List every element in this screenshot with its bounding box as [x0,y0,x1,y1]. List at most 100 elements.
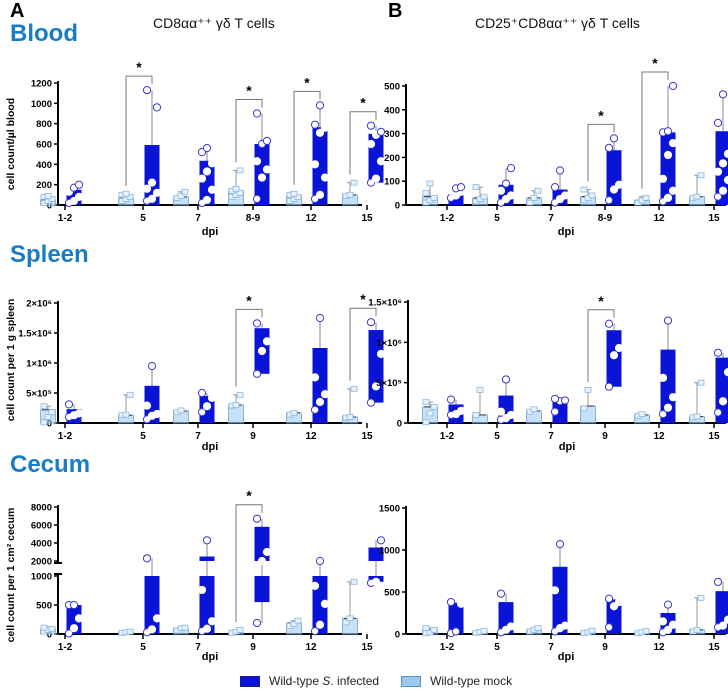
mock-data-point [236,627,244,633]
infected-data-point [668,393,678,402]
infected-data-point [310,627,320,636]
infected-data-point [69,624,79,633]
infected-data-point [366,139,376,149]
infected-data-point [604,594,614,603]
mock-data-point [580,405,588,412]
infected-data-point [456,599,466,608]
x-tick-label: 1-2 [58,213,73,224]
infected-data-point [202,195,212,205]
y-tick-label: 1000 [379,546,400,557]
y-tick-label: 8000 [31,503,52,514]
infected-data-point [366,121,376,130]
significance-bracket [293,90,321,185]
infected-data-point [604,196,614,205]
infected-data-point [142,86,152,95]
infected-data-point [142,401,152,410]
y-tick-label: 1500 [379,504,400,515]
infected-data-point [713,118,723,127]
infected-data-point [658,373,668,382]
significance-star: * [652,55,658,71]
y-axis-label: cell count per 1 cm² cecum [5,508,17,643]
mock-data-point [426,410,434,417]
legend-item-infected: Wild-type S. infected [240,674,379,688]
infected-data-point [663,600,673,609]
x-tick-label: 8-9 [246,213,261,224]
infected-data-point [320,599,330,608]
infected-data-point [663,316,673,325]
x-axis-label: dpi [559,441,576,453]
mock-data-point [122,190,130,197]
infected-bar [715,131,728,205]
infected-bar [660,349,676,423]
mock-data-point [40,624,48,631]
mock-data-point [236,167,244,174]
significance-star: * [136,59,142,75]
mock-data-point [346,615,354,622]
mock-data-point [480,628,488,634]
significance-bracket [125,75,153,186]
x-tick-label: 7 [548,642,554,653]
infected-data-point [371,382,381,391]
infected-data-point [366,318,376,327]
infected-data-point [152,188,162,197]
infected-data-point [376,349,386,359]
infected-data-point [257,346,267,356]
infected-bar [552,401,568,423]
infected-data-point [663,193,673,202]
y-tick-label: 5×10⁵ [26,389,52,400]
x-axis-label: dpi [202,651,219,663]
mock-data-point [290,621,298,628]
infected-data-point [366,398,376,407]
y-tick-label: 1000 [31,572,52,583]
mock-data-point [430,403,438,410]
x-tick-label: 1-2 [58,642,73,653]
infected-data-point [252,514,262,523]
infected-data-point [74,180,84,189]
infected-data-point [310,373,320,382]
x-tick-label: 7 [195,642,201,653]
infected-data-point [197,388,207,398]
infected-data-point [262,136,272,146]
y-tick-label: 100 [384,177,400,188]
x-axis-label: dpi [202,441,219,453]
chart-blood-B: 0 100 200 300 400 500 1-2 5 7 8-9 12 15 dpi * * [384,55,728,238]
mock-data-point [48,409,56,416]
infected-data-point [663,625,673,634]
significance-star: * [360,95,366,111]
infected-bar-lower [254,576,270,603]
mock-data-point [642,628,650,634]
mock-data-point [588,192,596,199]
panel-letter-b: B [388,0,403,22]
organ-label-cecum: Cecum [10,451,91,478]
mock-data-point [48,625,56,632]
infected-bar [368,330,384,403]
infected-data-point [456,406,466,415]
mock-data-point [236,189,244,196]
infected-data-point [604,143,614,152]
chart-cecum-A: 0 500 1000 2000 4000 6000 8000 1-2 5 7 9 12 15 dpi cel… [5,488,386,663]
infected-data-point [207,185,217,194]
infected-data-point [501,375,511,384]
infected-data-point [668,81,678,91]
infected-data-point [315,190,325,199]
infected-data-point [315,620,325,629]
infected-data-point [252,618,262,628]
mock-data-point [472,412,480,418]
significance-bracket [587,309,615,382]
infected-data-point [550,407,560,416]
significance-bracket [641,71,669,189]
significance-bracket [349,307,377,381]
infected-data-point [69,600,79,610]
infected-data-point [614,343,624,353]
y-tick-label: 1.5×10⁶ [18,329,52,340]
infected-data-point [147,178,157,187]
infected-data-point [550,586,560,595]
y-tick-label: 200 [384,153,400,164]
y-tick-label: 500 [384,82,400,93]
infected-data-point [207,393,217,402]
infected-data-point [310,120,320,129]
infected-data-point [207,617,217,626]
infected-data-point [506,191,516,200]
y-tick-label: 4000 [31,539,52,550]
infected-data-point [320,123,330,132]
